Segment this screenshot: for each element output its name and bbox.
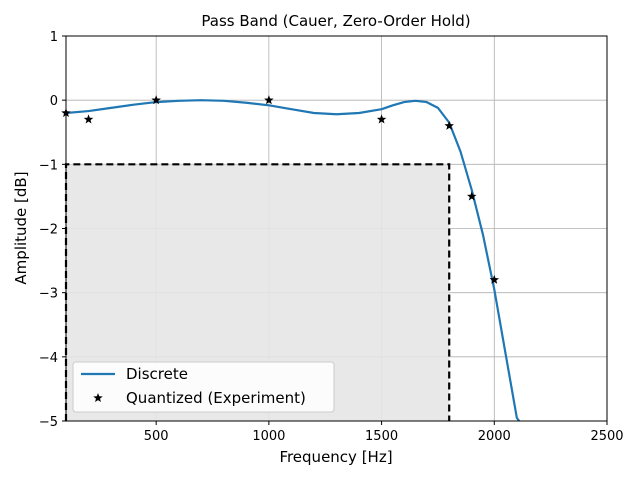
- legend: Discrete Quantized (Experiment): [72, 361, 335, 413]
- series-marker-quantized: [264, 95, 274, 105]
- y-tick-label: 0: [50, 94, 58, 109]
- series-marker-quantized: [466, 191, 477, 201]
- legend-label: Discrete: [126, 365, 188, 383]
- y-axis-ticks: −5 −4 −3 −2 −1 0 1: [39, 30, 66, 430]
- series-marker-quantized: [444, 120, 454, 130]
- y-tick-label: −4: [39, 351, 58, 366]
- series-line-discrete: [66, 99, 520, 421]
- x-axis-ticks: 500 1000 1500 2000 2500: [144, 421, 624, 444]
- legend-label: Quantized (Experiment): [126, 389, 306, 407]
- y-tick-label: −2: [39, 223, 58, 238]
- y-tick-label: 1: [50, 30, 58, 45]
- y-tick-label: −5: [39, 415, 58, 430]
- x-tick-label: 500: [144, 429, 169, 444]
- y-tick-label: −3: [39, 287, 58, 302]
- series-marker-quantized: [489, 274, 500, 284]
- series-marker-quantized: [376, 114, 387, 124]
- x-tick-label: 2000: [478, 429, 511, 444]
- chart-title: Pass Band (Cauer, Zero-Order Hold): [201, 12, 470, 30]
- x-tick-label: 1500: [365, 429, 398, 444]
- x-axis-label: Frequency [Hz]: [279, 448, 392, 466]
- legend-box: [72, 361, 335, 413]
- x-tick-label: 1000: [252, 429, 285, 444]
- y-axis-label: Amplitude [dB]: [12, 171, 30, 284]
- series-lines: [66, 99, 520, 421]
- legend-star-swatch: [93, 393, 103, 403]
- series-marker-quantized: [151, 95, 161, 105]
- y-tick-label: −1: [39, 158, 58, 173]
- series-marker-quantized: [83, 114, 94, 124]
- x-tick-label: 2500: [590, 429, 623, 444]
